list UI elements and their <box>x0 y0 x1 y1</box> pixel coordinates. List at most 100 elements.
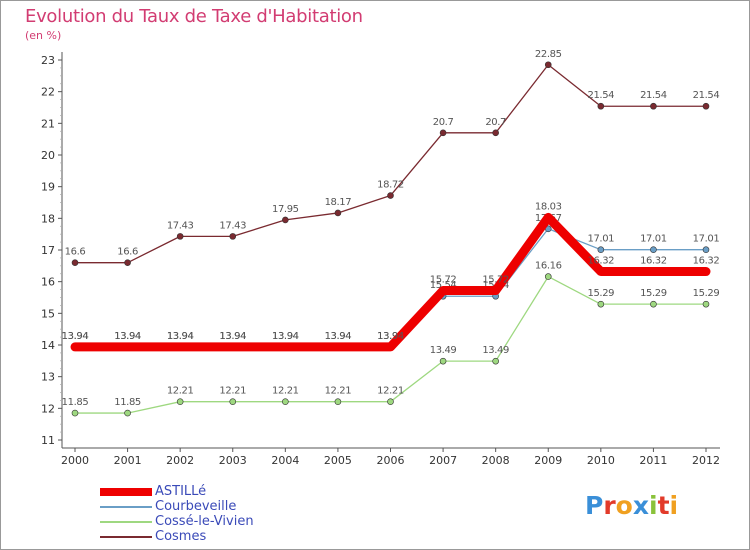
data-label-courbeveille: 13.94 <box>167 331 194 342</box>
y-tick-label: 12 <box>41 402 55 415</box>
data-point-cosmes <box>176 233 184 240</box>
data-point-astill <box>229 343 237 351</box>
x-tick-label: 2007 <box>429 454 457 467</box>
y-tick-label: 19 <box>41 181 55 194</box>
data-point-coss-le-vivien <box>597 300 605 308</box>
data-label-cosmes: 17.95 <box>272 204 299 215</box>
data-point-coss-le-vivien <box>124 409 131 417</box>
data-point-cosmes <box>282 216 289 224</box>
legend-item-astille: ASTILLé <box>100 484 254 499</box>
data-point-coss-le-vivien <box>650 300 657 308</box>
x-tick-label: 2006 <box>377 454 405 467</box>
data-label-courbeveille: 13.94 <box>62 331 89 342</box>
y-tick-label: 18 <box>41 212 55 225</box>
data-label-coss-le-vivien: 15.29 <box>588 288 615 299</box>
data-point-coss-le-vivien <box>702 300 710 308</box>
data-label-astill: 15.72 <box>430 275 457 286</box>
y-tick-label: 20 <box>41 149 55 162</box>
y-tick-label: 17 <box>41 244 55 257</box>
x-tick-label: 2001 <box>114 454 142 467</box>
data-label-coss-le-vivien: 12.21 <box>272 386 299 397</box>
data-point-astill <box>71 343 79 351</box>
data-label-coss-le-vivien: 13.49 <box>482 345 509 356</box>
x-tick-label: 2008 <box>482 454 510 467</box>
data-label-coss-le-vivien: 12.21 <box>167 386 194 397</box>
y-tick-label: 11 <box>41 434 55 447</box>
data-point-astill <box>597 268 605 276</box>
legend-item-courbeveille: Courbeveille <box>100 499 254 514</box>
data-point-cosmes <box>334 209 342 217</box>
legend-item-cosmes: Cosmes <box>100 529 254 544</box>
data-label-cosmes: 16.6 <box>65 247 86 258</box>
data-point-astill <box>334 343 342 351</box>
data-point-coss-le-vivien <box>387 398 394 405</box>
data-point-cosmes <box>229 233 237 240</box>
data-label-astill: 13.94 <box>325 331 352 342</box>
data-label-cosmes: 21.54 <box>693 90 720 101</box>
x-tick-label: 2002 <box>166 454 194 467</box>
y-tick-label: 21 <box>41 117 55 130</box>
data-label-astill: 13.94 <box>62 331 89 342</box>
data-point-astill <box>439 287 447 295</box>
y-tick-label: 23 <box>41 54 55 67</box>
data-label-astill: 16.32 <box>693 256 720 267</box>
data-label-astill: 16.32 <box>588 256 615 267</box>
data-label-astill: 13.94 <box>167 331 194 342</box>
data-label-cosmes: 22.85 <box>535 49 562 60</box>
data-label-courbeveille: 15.54 <box>430 280 457 291</box>
data-point-courbeveille <box>597 246 605 253</box>
data-point-astill <box>176 343 184 351</box>
data-point-cosmes <box>71 259 79 266</box>
legend-item-cosse-le-vivien: Cossé-le-Vivien <box>100 514 254 529</box>
data-point-coss-le-vivien <box>229 398 237 405</box>
data-point-cosmes <box>387 192 394 199</box>
data-label-coss-le-vivien: 11.85 <box>114 397 141 408</box>
data-label-coss-le-vivien: 12.21 <box>325 386 352 397</box>
y-tick-label: 13 <box>41 371 55 384</box>
data-point-cosmes <box>439 129 447 137</box>
y-tick-label: 15 <box>41 307 55 320</box>
data-label-courbeveille: 13.94 <box>272 331 299 342</box>
y-tick-label: 14 <box>41 339 55 352</box>
x-tick-label: 2004 <box>271 454 299 467</box>
data-label-courbeveille: 17.01 <box>588 234 615 245</box>
data-point-coss-le-vivien <box>492 357 499 365</box>
data-label-courbeveille: 13.94 <box>219 331 246 342</box>
data-point-astill <box>649 268 657 276</box>
x-tick-label: 2003 <box>219 454 247 467</box>
data-label-coss-le-vivien: 12.21 <box>219 386 246 397</box>
data-label-astill: 18.03 <box>535 201 562 212</box>
data-label-courbeveille: 13.94 <box>377 331 404 342</box>
data-point-cosmes <box>124 259 131 266</box>
data-label-cosmes: 20.7 <box>485 117 506 128</box>
data-label-courbeveille: 17.01 <box>693 234 720 245</box>
data-point-courbeveille <box>702 246 710 253</box>
data-label-coss-le-vivien: 13.49 <box>430 345 457 356</box>
data-label-cosmes: 18.72 <box>377 180 404 191</box>
x-tick-label: 2012 <box>692 454 720 467</box>
logo-letter: r <box>603 491 616 520</box>
legend-swatch-astille <box>100 487 152 496</box>
logo-letter: x <box>632 491 649 520</box>
data-point-astill <box>124 343 132 351</box>
data-point-coss-le-vivien <box>71 409 79 417</box>
legend-label-cosse-le-vivien: Cossé-le-Vivien <box>155 514 254 529</box>
data-point-astill <box>492 287 500 295</box>
data-label-coss-le-vivien: 16.16 <box>535 261 562 272</box>
x-tick-label: 2000 <box>61 454 89 467</box>
legend-swatch-cosmes <box>100 535 152 538</box>
data-label-astill: 15.72 <box>482 275 509 286</box>
data-label-astill: 13.94 <box>219 331 246 342</box>
data-label-astill: 16.32 <box>640 256 667 267</box>
chart-title: Evolution du Taux de Taxe d'Habitation <box>25 6 363 27</box>
x-tick-label: 2005 <box>324 454 352 467</box>
logo-letter: t <box>657 491 670 520</box>
y-tick-label: 16 <box>41 276 55 289</box>
legend-swatch-cosse-le-vivien <box>100 520 152 523</box>
legend-swatch-courbeveille <box>100 505 152 508</box>
x-tick-label: 2009 <box>534 454 562 467</box>
proxiti-logo: Proxiti <box>585 491 678 520</box>
data-label-astill: 13.94 <box>272 331 299 342</box>
data-label-courbeveille: 13.94 <box>114 331 141 342</box>
